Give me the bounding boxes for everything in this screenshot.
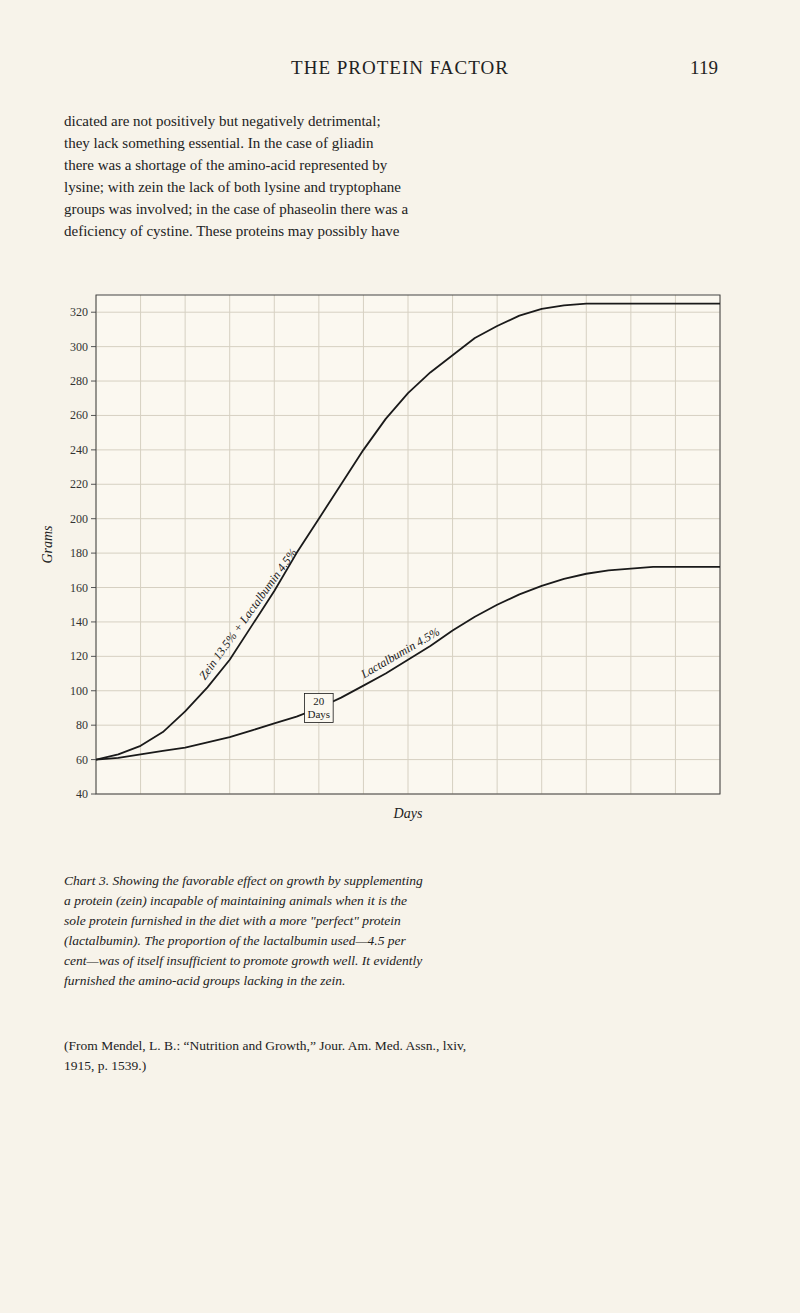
y-tick-label: 160 (70, 581, 88, 595)
y-tick (91, 725, 96, 726)
plot-background (96, 295, 720, 794)
y-tick (91, 553, 96, 554)
x-grid-line (274, 295, 275, 794)
curve-label: Zein 13.5% + Lactalbumin 4.5% (196, 546, 300, 683)
x-grid-line (229, 295, 230, 794)
x-grid-line (363, 295, 364, 794)
y-tick (91, 759, 96, 760)
body-text: groups was involved; in the case of phas… (64, 201, 408, 217)
x-grid-line (630, 295, 631, 794)
y-tick (91, 415, 96, 416)
plot-frame (96, 295, 720, 794)
annotation-line: Days (308, 708, 331, 720)
y-tick-label: 220 (70, 477, 88, 491)
y-tick-label: 200 (70, 512, 88, 526)
y-tick-label: 40 (76, 787, 88, 801)
y-tick (91, 656, 96, 657)
y-tick (91, 484, 96, 485)
y-tick-label: 180 (70, 546, 88, 560)
caption-text: sole protein furnished in the diet with … (64, 913, 401, 928)
x-grid-line (408, 295, 409, 794)
reference-text: 1915, p. 1539.) (64, 1058, 146, 1073)
x-grid-line (497, 295, 498, 794)
y-tick (91, 690, 96, 691)
y-axis-label: Grams (40, 525, 55, 564)
page: THE PROTEIN FACTOR 119 dicated are not pos… (0, 0, 800, 1313)
series-line (96, 304, 720, 760)
body-text: dicated are not positively but negativel… (64, 113, 381, 129)
x-grid-line (185, 295, 186, 794)
curve-label: Lactalbumin 4.5% (358, 624, 443, 681)
x-grid-line (586, 295, 587, 794)
y-tick (91, 346, 96, 347)
y-tick-label: 80 (76, 718, 88, 732)
y-tick-label: 240 (70, 443, 88, 457)
x-axis-label: Days (393, 806, 423, 821)
y-tick-label: 140 (70, 615, 88, 629)
grid (96, 295, 720, 794)
y-tick-label: 120 (70, 649, 88, 663)
y-tick-label: 100 (70, 684, 88, 698)
y-tick-label: 260 (70, 408, 88, 422)
y-tick-label: 320 (70, 305, 88, 319)
y-tick-label: 280 (70, 374, 88, 388)
body-text: deficiency of cystine. These proteins ma… (64, 223, 400, 239)
y-tick-label: 60 (76, 753, 88, 767)
annotation-box (305, 693, 334, 722)
caption-text: (lactalbumin). The proportion of the lac… (64, 933, 407, 948)
y-tick (91, 449, 96, 450)
y-tick (91, 621, 96, 622)
data-marks (96, 304, 720, 760)
body-text: they lack something essential. In the ca… (64, 135, 374, 151)
annotation: 20Days (305, 693, 334, 722)
y-tick (91, 518, 96, 519)
y-tick (91, 381, 96, 382)
x-grid-line (675, 295, 676, 794)
y-tick (91, 312, 96, 313)
curve-label-group: Lactalbumin 4.5% (358, 624, 443, 681)
body-text: lysine; with zein the lack of both lysin… (64, 179, 401, 195)
body-text: there was a shortage of the amino-acid r… (64, 157, 388, 173)
caption-text: Chart 3. Showing the favorable effect on… (64, 873, 423, 888)
x-grid-line (541, 295, 542, 794)
caption-text: furnished the amino-acid groups lacking … (64, 973, 345, 988)
page-header: THE PROTEIN FACTOR (291, 57, 509, 78)
reference-text: (From Mendel, L. B.: “Nutrition and Grow… (64, 1038, 466, 1053)
caption-text: cent—was of itself insufficient to promo… (64, 953, 422, 968)
series-line (96, 567, 720, 760)
y-tick (91, 587, 96, 588)
annotation-text: 20Days (308, 695, 331, 720)
x-grid-line (452, 295, 453, 794)
y-tick-label: 300 (70, 340, 88, 354)
annotation-line: 20 (313, 695, 325, 707)
y-tick (91, 794, 96, 795)
page-number: 119 (690, 57, 718, 78)
curve-label-group: Zein 13.5% + Lactalbumin 4.5% (196, 546, 300, 683)
caption-text: a protein (zein) incapable of maintainin… (64, 893, 407, 908)
x-grid-line (140, 295, 141, 794)
